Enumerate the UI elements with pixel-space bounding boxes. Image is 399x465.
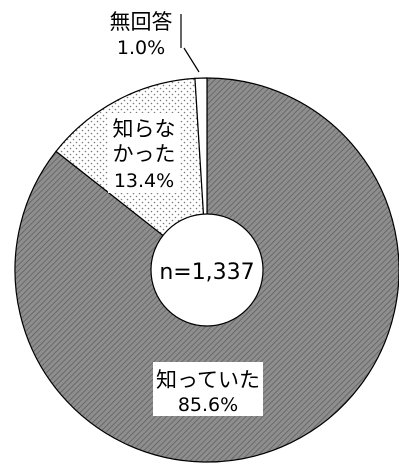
slice-label-did-not-know: 知らな かった 13.4% <box>108 113 180 193</box>
slice-no-answer-value: 1.0% <box>117 37 165 59</box>
sample-size-label: n=1,337 <box>159 260 254 285</box>
leader-line-no-answer <box>183 47 200 73</box>
slice-did-not-know-value: 13.4% <box>114 170 174 192</box>
slice-no-answer-line1: 無回答 <box>110 10 173 34</box>
donut-hole <box>150 213 264 327</box>
slice-knew <box>14 77 399 463</box>
slice-did-not-know-line2: かった <box>113 142 176 166</box>
slice-label-no-answer: 無回答 1.0% <box>110 10 173 59</box>
slice-knew-value: 85.6% <box>178 394 238 416</box>
slice-label-knew: 知っていた 85.6% <box>153 362 263 416</box>
slice-knew-label: 知っていた <box>156 368 260 392</box>
slice-did-not-know-line1: 知らな <box>113 117 176 141</box>
